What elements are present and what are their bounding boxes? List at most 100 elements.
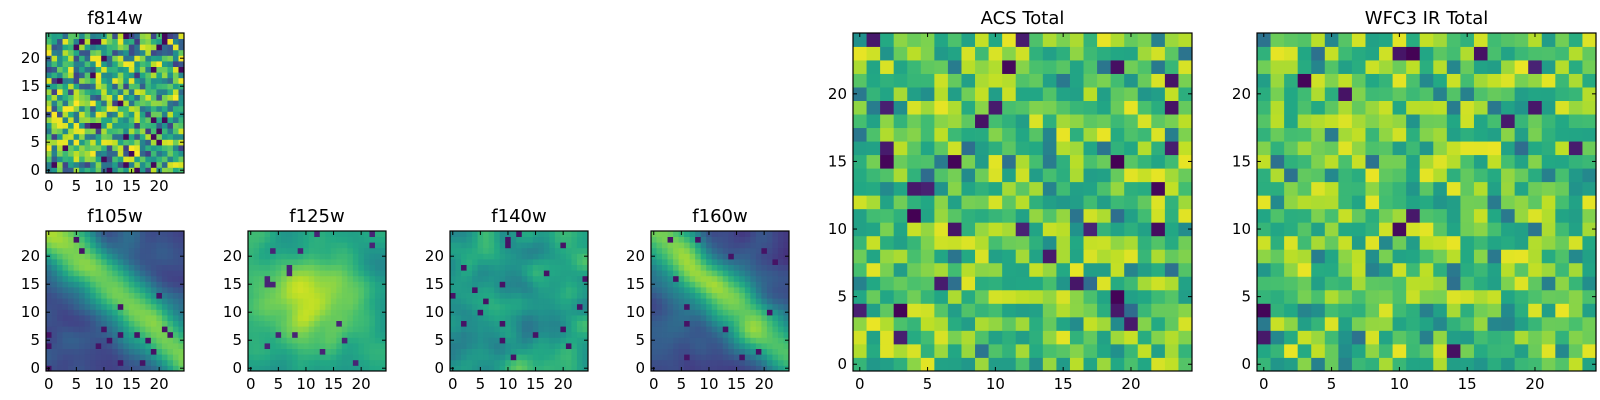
heatmap-cell (722, 281, 729, 288)
heatmap-cell (95, 259, 102, 265)
heatmap-cell (455, 298, 462, 305)
heatmap-cell (1460, 330, 1475, 345)
heatmap-cell (172, 94, 179, 101)
heatmap-cell (167, 161, 174, 168)
heatmap-cell (1270, 168, 1285, 183)
heatmap-cell (150, 122, 157, 129)
heatmap-cell (772, 348, 779, 355)
heatmap-cell (1284, 316, 1299, 331)
heatmap-cell (90, 359, 97, 366)
heatmap-cell (678, 343, 685, 349)
heatmap-cell (1406, 330, 1421, 345)
heatmap-cell (532, 292, 539, 299)
heatmap-cell (112, 133, 119, 140)
heatmap-cell (1433, 330, 1448, 345)
heatmap-cell (134, 264, 141, 271)
heatmap-cell (95, 309, 102, 316)
heatmap-cell (866, 87, 881, 101)
heatmap-cell (123, 337, 130, 344)
heatmap-cell (117, 315, 124, 321)
heatmap-cell (325, 270, 332, 277)
heatmap-cell (1002, 289, 1017, 304)
heatmap-cell (1056, 303, 1071, 318)
heatmap-cell (259, 253, 265, 260)
heatmap-cell (722, 247, 729, 254)
heatmap-cell (1137, 73, 1152, 88)
heatmap-cell (380, 348, 387, 355)
heatmap-cell (139, 33, 146, 39)
heatmap-cell (101, 105, 108, 112)
heatmap-cell (270, 281, 276, 288)
heatmap-cell (466, 292, 473, 299)
heatmap-cell (1257, 208, 1271, 223)
heatmap-cell (510, 259, 517, 265)
heatmap-cell (1528, 222, 1543, 237)
heatmap-cell (678, 287, 685, 293)
heatmap-cell (494, 259, 501, 265)
heatmap-cell (1124, 357, 1139, 372)
heatmap-cell (1297, 195, 1312, 210)
heatmap-cell (161, 66, 168, 73)
heatmap-cell (527, 298, 534, 305)
heatmap-cell (292, 343, 299, 349)
heatmap-cell (1002, 127, 1017, 142)
heatmap-cell (167, 38, 174, 45)
heatmap-cell (907, 249, 922, 264)
heatmap-cell (673, 343, 679, 349)
heatmap-cell (576, 343, 583, 349)
heatmap-cell (907, 141, 922, 156)
heatmap-cell (73, 298, 80, 305)
heatmap-cell (259, 303, 265, 310)
heatmap-cell (755, 365, 762, 372)
heatmap-cell (303, 326, 310, 333)
heatmap-cell (358, 264, 365, 271)
heatmap-cell (303, 242, 310, 249)
heatmap-cell (156, 44, 163, 51)
heatmap-cell (1541, 235, 1556, 250)
heatmap-cell (656, 320, 663, 327)
heatmap-cell (62, 150, 69, 157)
heatmap-cell (1015, 181, 1030, 196)
heatmap-cell (1406, 249, 1421, 264)
heatmap-cell (352, 270, 359, 277)
heatmap-cell (543, 337, 550, 344)
heatmap-cell (651, 315, 657, 321)
heatmap-cell (772, 303, 779, 310)
heatmap-cell (1379, 127, 1393, 142)
heatmap-cell (1257, 33, 1271, 47)
heatmap-cell (1460, 141, 1475, 156)
heatmap-cell (68, 94, 74, 101)
heatmap-cell (1365, 276, 1380, 291)
heatmap-cell (651, 343, 657, 349)
heatmap-cell (172, 337, 179, 344)
heatmap-cell (1514, 316, 1529, 331)
heatmap-cell (706, 337, 713, 344)
heatmap-cell (1124, 46, 1139, 61)
heatmap-cell (450, 275, 456, 282)
heatmap-cell (281, 242, 288, 249)
heatmap-cell (303, 253, 310, 260)
heatmap-cell (380, 275, 387, 282)
heatmap-cell (248, 348, 254, 355)
heatmap-cell (750, 365, 757, 372)
heatmap-cell (95, 128, 102, 135)
heatmap-cell (1487, 262, 1502, 277)
heatmap-cell (907, 235, 922, 250)
heatmap-cell (947, 46, 962, 61)
heatmap-cell (893, 141, 908, 156)
heatmap-cell (1487, 303, 1502, 318)
heatmap-cell (1029, 222, 1044, 237)
heatmap-cell (341, 315, 348, 321)
heatmap-cell (297, 359, 304, 366)
heatmap-cell (1164, 357, 1179, 372)
heatmap-cell (264, 281, 271, 288)
heatmap-cell (755, 359, 762, 366)
heatmap-cell (554, 354, 561, 361)
heatmap-cell (975, 289, 989, 304)
heatmap-cell (651, 259, 657, 265)
heatmap-cell (538, 343, 545, 349)
heatmap-cell (975, 235, 989, 250)
heatmap-cell (161, 275, 168, 282)
heatmap-cell (145, 117, 152, 123)
heatmap-cell (84, 55, 91, 62)
